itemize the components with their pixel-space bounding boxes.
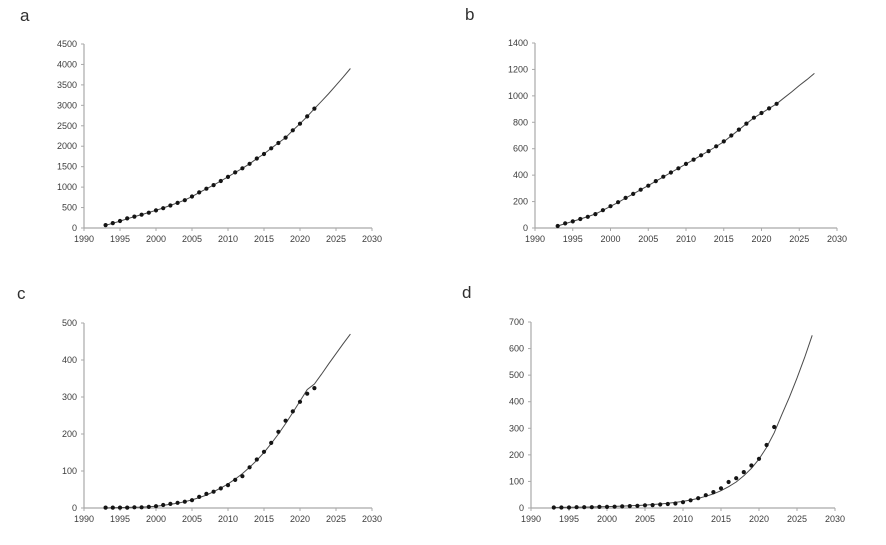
svg-text:2025: 2025 [789,234,809,244]
svg-text:2000: 2000 [597,514,617,524]
svg-text:0: 0 [523,223,528,233]
svg-text:1400: 1400 [508,38,528,48]
svg-text:2030: 2030 [362,234,382,244]
svg-text:2010: 2010 [218,234,238,244]
svg-text:2005: 2005 [635,514,655,524]
svg-text:1990: 1990 [74,234,94,244]
svg-text:2030: 2030 [362,514,382,524]
svg-text:2005: 2005 [182,514,202,524]
svg-text:2010: 2010 [676,234,696,244]
chart-d: 0 100 200 300 400 500 600 700 1990 1995 2000 2005 20… [509,317,845,524]
svg-text:2015: 2015 [714,234,734,244]
svg-text:500: 500 [62,318,77,328]
svg-text:2020: 2020 [290,234,310,244]
svg-text:100: 100 [62,466,77,476]
svg-text:2000: 2000 [600,234,620,244]
chart-b: 0 200 400 600 800 1000 1200 1400 1990 1995 2000 200… [508,38,847,244]
svg-text:700: 700 [509,317,524,327]
panel-label-b: b [465,5,475,24]
panel-label-d: d [462,283,472,302]
svg-text:500: 500 [62,203,77,213]
svg-text:2020: 2020 [749,514,769,524]
svg-text:3000: 3000 [57,100,77,110]
svg-text:2005: 2005 [182,234,202,244]
svg-text:2000: 2000 [57,141,77,151]
svg-text:2020: 2020 [751,234,771,244]
svg-text:400: 400 [513,170,528,180]
svg-text:1995: 1995 [563,234,583,244]
svg-text:2015: 2015 [254,514,274,524]
svg-text:2015: 2015 [711,514,731,524]
svg-text:2030: 2030 [827,234,847,244]
svg-text:800: 800 [513,117,528,127]
svg-text:500: 500 [509,370,524,380]
svg-text:4000: 4000 [57,59,77,69]
svg-text:2025: 2025 [787,514,807,524]
panel-d: 0 100 200 300 400 500 600 700 1990 1995 2000 2005 20… [443,272,886,545]
panel-b: 0 200 400 600 800 1000 1200 1400 1990 1995 2000 200… [443,0,886,272]
svg-text:2000: 2000 [146,514,166,524]
panel-label-a: a [20,6,30,25]
svg-text:300: 300 [509,423,524,433]
svg-text:0: 0 [72,503,77,513]
svg-text:100: 100 [509,476,524,486]
svg-text:2010: 2010 [218,514,238,524]
svg-text:2025: 2025 [326,234,346,244]
svg-text:2500: 2500 [57,121,77,131]
svg-text:1990: 1990 [74,514,94,524]
svg-text:2000: 2000 [146,234,166,244]
svg-text:1500: 1500 [57,162,77,172]
svg-text:1995: 1995 [110,514,130,524]
svg-text:4500: 4500 [57,39,77,49]
panel-a: 0 500 1000 1500 2000 2500 3000 3500 4000 4500 1990… [0,0,443,272]
svg-text:600: 600 [509,344,524,354]
svg-text:1200: 1200 [508,64,528,74]
svg-text:300: 300 [62,392,77,402]
svg-text:3500: 3500 [57,80,77,90]
svg-text:200: 200 [509,450,524,460]
svg-text:1000: 1000 [508,91,528,101]
panel-c: 0 100 200 300 400 500 1990 1995 2000 2005 2010 2015… [0,272,443,545]
svg-text:1990: 1990 [521,514,541,524]
chart-c: 0 100 200 300 400 500 1990 1995 2000 2005 2010 2015… [62,318,382,524]
svg-text:2005: 2005 [638,234,658,244]
svg-text:1995: 1995 [559,514,579,524]
chart-a: 0 500 1000 1500 2000 2500 3000 3500 4000 4500 1990… [57,39,382,244]
svg-text:200: 200 [513,197,528,207]
svg-text:1990: 1990 [525,234,545,244]
svg-text:2030: 2030 [825,514,845,524]
svg-text:2025: 2025 [326,514,346,524]
svg-text:2010: 2010 [673,514,693,524]
panel-label-c: c [17,284,26,303]
svg-text:400: 400 [62,355,77,365]
svg-text:400: 400 [509,397,524,407]
svg-text:0: 0 [519,503,524,513]
svg-text:0: 0 [72,223,77,233]
svg-text:2020: 2020 [290,514,310,524]
svg-text:2015: 2015 [254,234,274,244]
svg-text:1995: 1995 [110,234,130,244]
svg-text:600: 600 [513,144,528,154]
svg-text:200: 200 [62,429,77,439]
svg-text:1000: 1000 [57,182,77,192]
